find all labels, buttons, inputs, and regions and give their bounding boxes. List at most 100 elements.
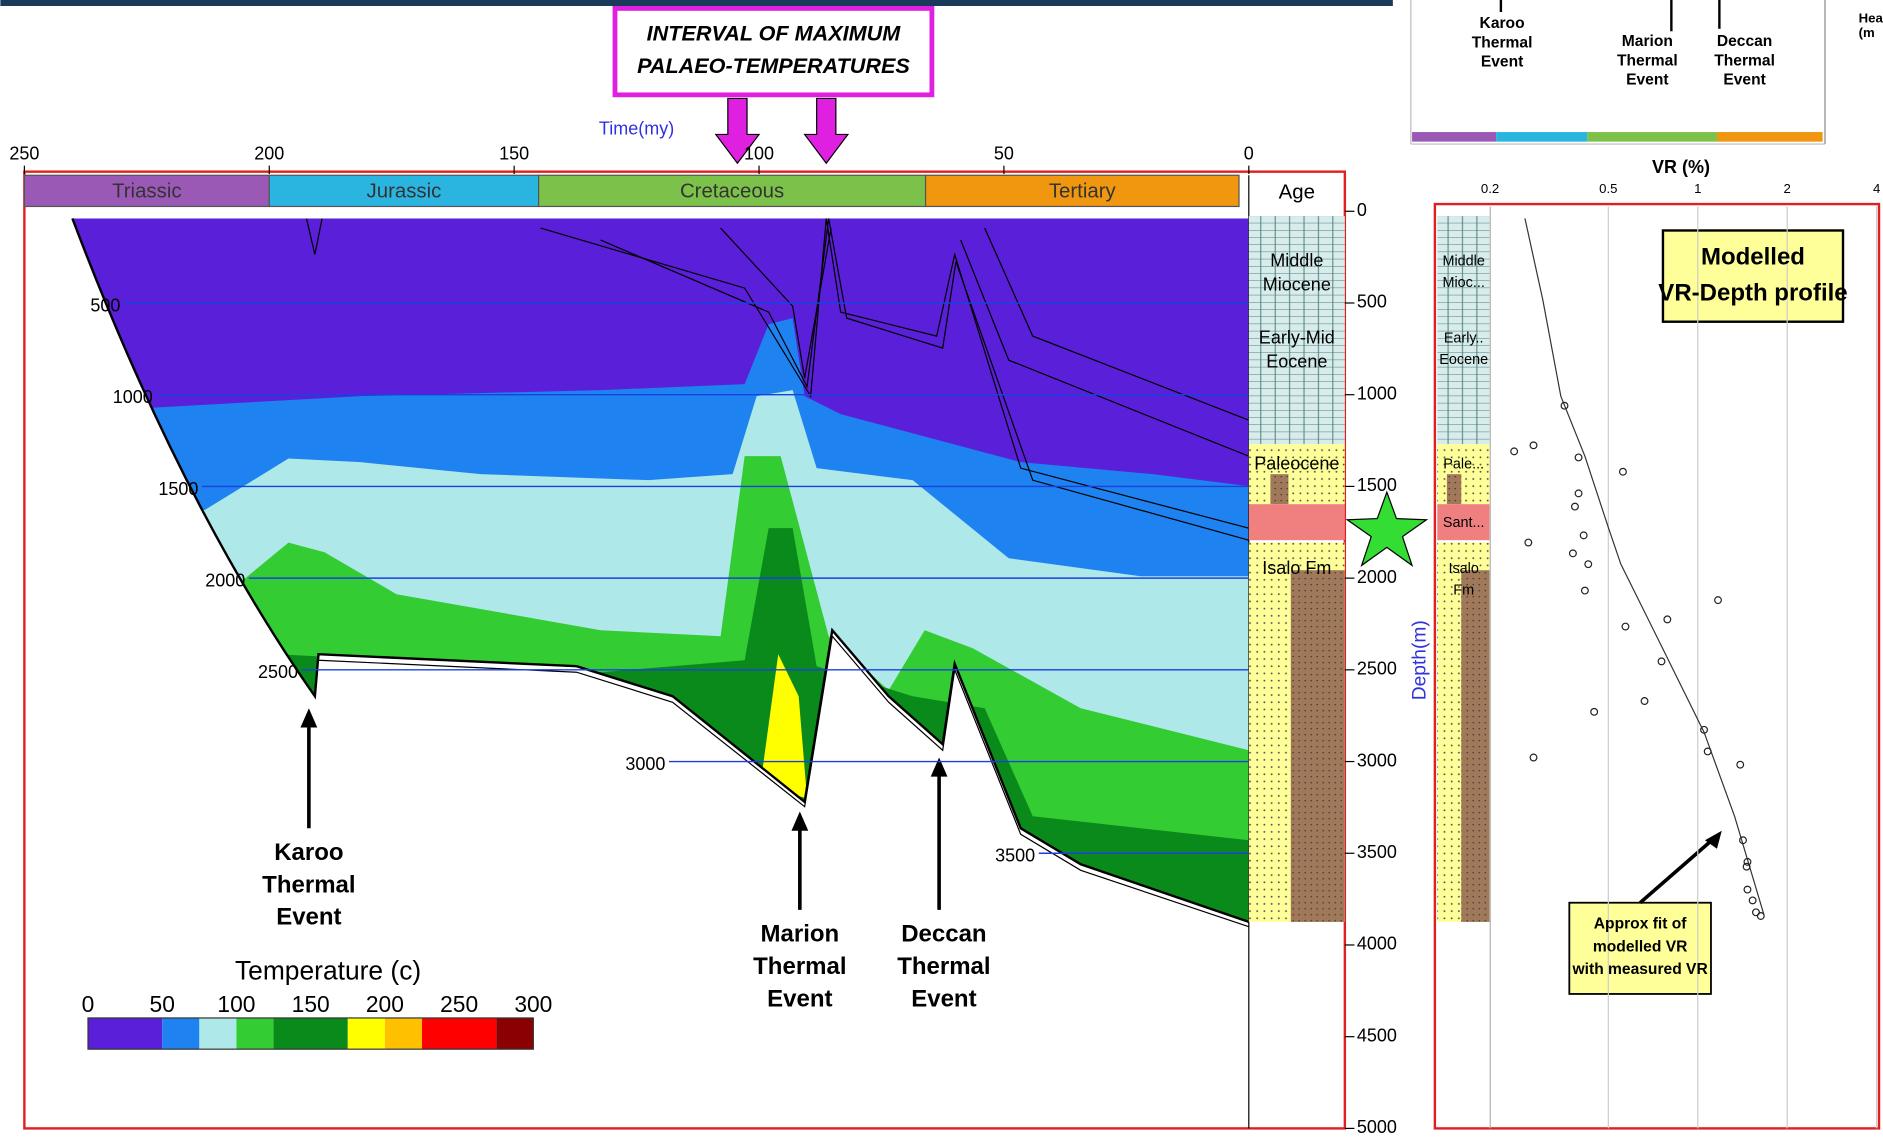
event-label: Deccan bbox=[901, 920, 986, 947]
depth-label: 3500 bbox=[995, 846, 1035, 866]
legend-swatch bbox=[384, 1017, 423, 1050]
formation-label: Middle bbox=[1442, 253, 1484, 269]
callout-box bbox=[612, 6, 935, 98]
x-tick-label: 0.5 bbox=[1599, 181, 1617, 196]
lithology-column bbox=[1248, 216, 1345, 922]
event-label: Event bbox=[911, 985, 976, 1012]
inset-axis-label: (m bbox=[1859, 25, 1875, 40]
legend-swatch bbox=[347, 1017, 385, 1050]
event-label: Marion bbox=[761, 920, 840, 947]
fit-arrow bbox=[1638, 836, 1716, 905]
vr-model-line bbox=[1524, 218, 1765, 915]
period-label: Jurassic bbox=[367, 180, 442, 202]
legend-frame bbox=[87, 1017, 534, 1050]
vr-point bbox=[1590, 707, 1599, 716]
fit-arrow-head bbox=[1704, 830, 1722, 849]
vr-point bbox=[1570, 502, 1579, 511]
y-tick-label: 2000 bbox=[1357, 567, 1397, 587]
callout-arrows bbox=[714, 97, 850, 165]
legend-swatch bbox=[88, 1017, 163, 1050]
formation-label: Miocene bbox=[1263, 274, 1331, 294]
vr-point bbox=[1736, 760, 1745, 769]
y-tick-label: 3000 bbox=[1357, 750, 1397, 770]
vr-point bbox=[1529, 441, 1538, 450]
vr-point bbox=[1700, 725, 1709, 734]
fit-note-text: with measured VR bbox=[1572, 961, 1708, 978]
formation-label: Mioc... bbox=[1442, 275, 1484, 291]
legend-swatch bbox=[199, 1017, 237, 1050]
depth-label: 2000 bbox=[205, 570, 245, 590]
formation-label: Isalo Fm bbox=[1262, 558, 1331, 578]
vr-point bbox=[1657, 657, 1666, 666]
y-tick-label: 1500 bbox=[1357, 475, 1397, 495]
x-tick-label: 0 bbox=[1244, 144, 1254, 164]
formation-label: Pale... bbox=[1443, 456, 1484, 472]
inset-event-label: Event bbox=[1481, 54, 1523, 71]
inset bbox=[1410, 0, 1826, 145]
period-label: Tertiary bbox=[1049, 180, 1117, 202]
event-label: Event bbox=[276, 904, 341, 931]
formation-label: Sant... bbox=[1443, 515, 1485, 531]
vr-point bbox=[1579, 531, 1588, 540]
inset-event-label: Deccan bbox=[1717, 33, 1772, 50]
legend-swatch bbox=[496, 1017, 534, 1050]
fit-note-box bbox=[1568, 901, 1712, 995]
inset-event-label: Marion bbox=[1622, 33, 1673, 50]
vr-point bbox=[1580, 586, 1589, 595]
formation-label: Eocene bbox=[1439, 352, 1488, 368]
vr-point bbox=[1703, 747, 1712, 756]
period-band bbox=[924, 174, 1240, 208]
y-tick-label: 4000 bbox=[1357, 934, 1397, 954]
y-tick-label: 2500 bbox=[1357, 659, 1397, 679]
legend-swatch bbox=[273, 1017, 348, 1050]
vr-point bbox=[1621, 622, 1630, 631]
legend-tick-label: 200 bbox=[366, 991, 404, 1017]
callout-text: INTERVAL OF MAXIMUM bbox=[647, 21, 902, 46]
vr-point bbox=[1560, 401, 1569, 410]
vr-point bbox=[1739, 836, 1747, 845]
formation-label: Fm bbox=[1453, 582, 1474, 598]
formation-label: Middle bbox=[1270, 250, 1323, 270]
y-tick-label: 0 bbox=[1357, 200, 1367, 220]
vr-title: VR (%) bbox=[1652, 157, 1710, 177]
legend-swatch bbox=[236, 1017, 274, 1050]
formation-label: Early.. bbox=[1444, 330, 1484, 346]
inset-event-label: Thermal bbox=[1617, 52, 1678, 69]
burial-lines bbox=[71, 218, 1250, 928]
inset-event-label: Event bbox=[1626, 72, 1668, 89]
period-band bbox=[268, 174, 540, 208]
period-label: Cretaceous bbox=[680, 180, 784, 202]
temperature-zones bbox=[72, 218, 1249, 922]
vr-point bbox=[1529, 753, 1538, 762]
inset-axis-label: Hea bbox=[1859, 11, 1883, 26]
y-axis-label: Depth(m) bbox=[1410, 620, 1431, 700]
vr-box-text: Modelled bbox=[1701, 243, 1805, 270]
event-label: Event bbox=[767, 985, 832, 1012]
depth-label: 500 bbox=[90, 295, 120, 315]
depth-label: 2500 bbox=[258, 662, 298, 682]
x-tick-label: 250 bbox=[9, 144, 39, 164]
vr-point bbox=[1640, 697, 1649, 705]
legend-tick-label: 50 bbox=[150, 991, 175, 1017]
x-tick-label: 1 bbox=[1694, 181, 1701, 196]
vr-point bbox=[1618, 467, 1627, 476]
x-tick-label: 2 bbox=[1784, 181, 1791, 196]
legend-tick-label: 100 bbox=[217, 991, 255, 1017]
fit-note-text: Approx fit of bbox=[1594, 915, 1687, 932]
legend-tick-label: 0 bbox=[82, 991, 95, 1017]
fit-note-text: modelled VR bbox=[1593, 938, 1687, 955]
top-bar bbox=[0, 0, 1393, 7]
callout-text: PALAEO-TEMPERATURES bbox=[637, 53, 910, 78]
formation-label: Eocene bbox=[1266, 351, 1327, 371]
y-tick-label: 5000 bbox=[1357, 1117, 1397, 1137]
vr-point bbox=[1568, 549, 1577, 558]
formation-label: Early-Mid bbox=[1259, 327, 1335, 347]
formation-label: Paleocene bbox=[1254, 453, 1339, 473]
vr-point bbox=[1574, 489, 1583, 498]
column-header: Age bbox=[1279, 182, 1315, 204]
vr-point bbox=[1756, 912, 1765, 920]
event-arrows bbox=[300, 708, 948, 910]
x-tick-label: 200 bbox=[254, 144, 284, 164]
